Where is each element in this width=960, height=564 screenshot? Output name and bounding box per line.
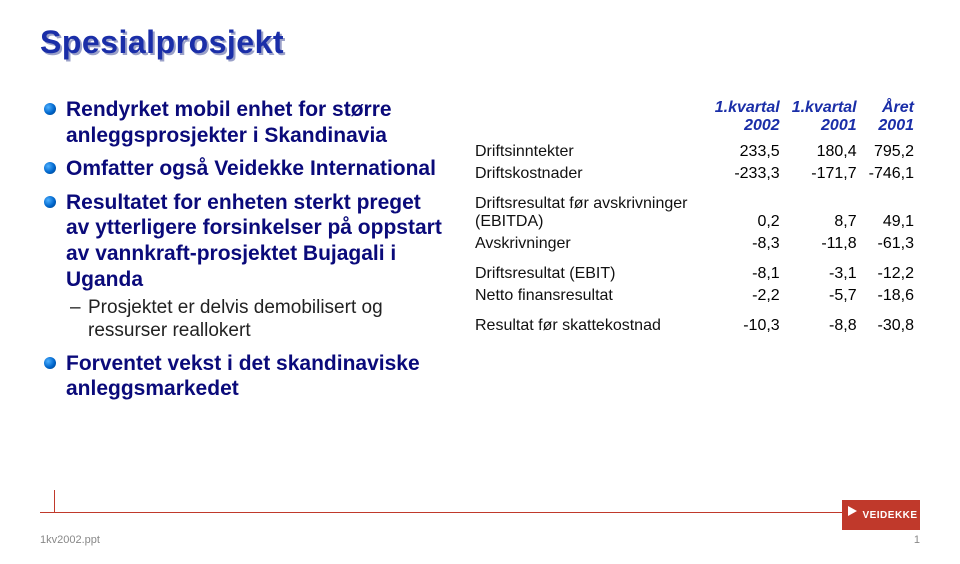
table-cell: 795,2 [863,141,920,163]
table-cell: -11,8 [786,233,863,255]
table-header-blank [475,97,709,141]
table-header: 1.kvartal2002 [709,97,786,141]
table-cell: 180,4 [786,141,863,163]
slide-title: Spesialprosjekt [40,24,920,61]
bullet-item: Omfatter også Veidekke International [40,156,443,182]
table-spacer-row [475,307,920,315]
table-header: 1.kvartal2001 [786,97,863,141]
table-cell: -8,1 [709,263,786,285]
table-row: Netto finansresultat-2,2-5,7-18,6 [475,285,920,307]
table-cell: -171,7 [786,163,863,185]
page-number: 1 [914,534,920,546]
table-row-label: Netto finansresultat [475,285,709,307]
table-row: Avskrivninger-8,3-11,8-61,3 [475,233,920,255]
content-row: Rendyrket mobil enhet for større anleggs… [40,97,920,410]
table-spacer-row [475,185,920,193]
table-cell: -2,2 [709,285,786,307]
sub-bullet-item: Prosjektet er delvis demobilisert og res… [66,296,443,342]
bullet-item: Rendyrket mobil enhet for større anleggs… [40,97,443,148]
table-cell: -12,2 [863,263,920,285]
bullet-text: Forventet vekst i det skandinaviske anle… [66,352,420,401]
table-row: Driftsresultat (EBIT)-8,1-3,1-12,2 [475,263,920,285]
table-cell: -5,7 [786,285,863,307]
bullet-column: Rendyrket mobil enhet for større anleggs… [40,97,451,410]
table-row-label: Avskrivninger [475,233,709,255]
table-row: Driftsinntekter233,5180,4795,2 [475,141,920,163]
table-spacer-row [475,255,920,263]
table-cell: -746,1 [863,163,920,185]
table-cell: -10,3 [709,315,786,337]
table-cell: -3,1 [786,263,863,285]
logo-wrap: VEIDEKKE 1 [842,500,920,546]
table-cell: 233,5 [709,141,786,163]
table-cell: 0,2 [709,193,786,233]
bullet-item: Resultatet for enheten sterkt preget av … [40,190,443,343]
footer-filename: 1kv2002.ppt [40,534,100,546]
table-cell: -8,3 [709,233,786,255]
table-row: Driftsresultat før avskrivninger (EBITDA… [475,193,920,233]
table-cell: -8,8 [786,315,863,337]
table-column: 1.kvartal20021.kvartal2001Året2001 Drift… [475,97,920,410]
bullet-item: Forventet vekst i det skandinaviske anle… [40,351,443,402]
table-cell: -61,3 [863,233,920,255]
table-row-label: Driftsresultat (EBIT) [475,263,709,285]
footer: 1kv2002.ppt VEIDEKKE 1 [40,500,920,546]
table-cell: -233,3 [709,163,786,185]
table-row: Driftskostnader-233,3-171,7-746,1 [475,163,920,185]
slide: Spesialprosjekt Rendyrket mobil enhet fo… [0,0,960,564]
table-row-label: Driftsinntekter [475,141,709,163]
table-header: Året2001 [863,97,920,141]
brand-logo-text: VEIDEKKE [844,510,917,521]
table-row-label: Resultat før skattekostnad [475,315,709,337]
table-cell: 49,1 [863,193,920,233]
table-row-label: Driftsresultat før avskrivninger (EBITDA… [475,193,709,233]
table-cell: -30,8 [863,315,920,337]
table-row-label: Driftskostnader [475,163,709,185]
bullet-text: Resultatet for enheten sterkt preget av … [66,191,442,291]
table-cell: 8,7 [786,193,863,233]
brand-logo: VEIDEKKE [842,500,920,530]
table-cell: -18,6 [863,285,920,307]
bullet-text: Omfatter også Veidekke International [66,157,436,180]
financial-table: 1.kvartal20021.kvartal2001Året2001 Drift… [475,97,920,337]
bullet-text: Rendyrket mobil enhet for større anleggs… [66,98,392,147]
table-row: Resultat før skattekostnad-10,3-8,8-30,8 [475,315,920,337]
